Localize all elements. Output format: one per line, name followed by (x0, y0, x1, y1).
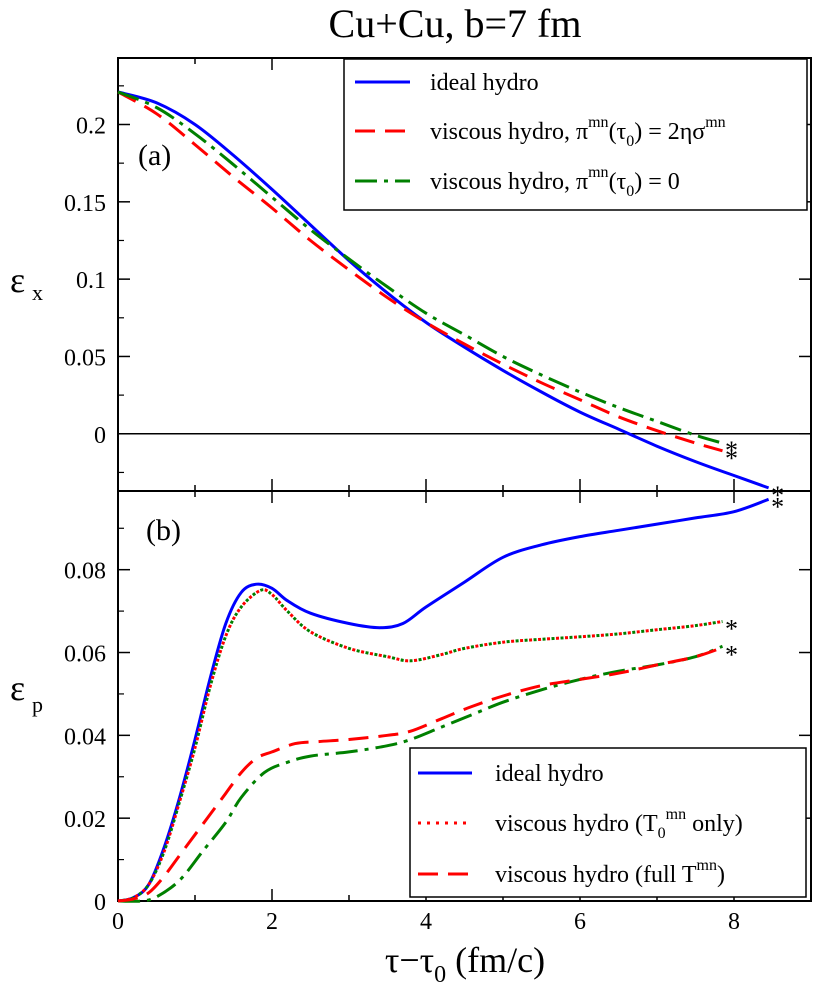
panel-b-ytick-label: 0.06 (64, 642, 106, 668)
panel-a-end-marker: * (771, 481, 784, 510)
legend-a-green-sub: 0 (626, 183, 634, 200)
panel-b-label: (b) (146, 514, 181, 547)
panel-b-end-marker: * (725, 641, 738, 670)
legend-b-ideal-label: ideal hydro (495, 761, 604, 787)
panel-a-series-2 (117, 90, 723, 445)
panel-b-series-0 (117, 497, 770, 903)
panel-a-ytick-label: 0.2 (76, 113, 106, 139)
panel-a-legend-box (343, 58, 808, 211)
panel-b-series-4 (117, 646, 724, 903)
panel-b-legend: ideal hydro viscous hydro (T0mn only) vi… (409, 747, 807, 898)
legend-a-green-pre: viscous hydro, π (430, 169, 588, 195)
legend-a-green-post: ) = 0 (634, 169, 680, 195)
x-tick-label: 0 (112, 909, 124, 935)
panel-a-ylabel-main: ε (10, 260, 25, 300)
legend-a-green-sup: mn (588, 164, 608, 181)
figure-title: Cu+Cu, b=7 fm (329, 1, 582, 46)
panel-b-ytick-label: 0.08 (64, 559, 106, 585)
panel-b-ylabel-main: ε (10, 668, 25, 708)
legend-b-dash-pre: viscous hydro (full T (495, 862, 697, 888)
legend-b-dot-label: viscous hydro (T0mn only) (495, 806, 743, 842)
panel-a-end-marker: * (725, 444, 738, 473)
legend-b-dot-post: only) (686, 811, 743, 837)
panel-a-ytick-label: 0.15 (64, 191, 106, 217)
panel-a-series-1 (117, 90, 723, 453)
panel-b-end-marker: * (771, 492, 784, 521)
legend-b-dot-sup: mn (666, 806, 686, 823)
panel-a-ytick-label: 0.05 (64, 345, 106, 371)
legend-b-dot-sub: 0 (658, 825, 666, 842)
panel-b-ytick-label: 0 (94, 890, 106, 916)
panel-a-ytick-label: 0 (94, 423, 106, 449)
legend-a-red-mid: (τ (609, 119, 627, 145)
panel-b-ylabel-sub: p (32, 692, 43, 717)
panel-b-legend-box (409, 747, 807, 898)
x-tick-label: 4 (420, 909, 432, 935)
panel-b-ylabel: ε p (10, 668, 43, 717)
legend-a-red-label: viscous hydro, πmn(τ0) = 2ησmn (430, 114, 726, 150)
legend-a-red-post: ) = 2ησ (634, 119, 705, 145)
panel-a-end-marker: * (725, 436, 738, 465)
x-axis-title-sub: 0 (434, 962, 446, 988)
panel-a-ytick-label: 0.1 (76, 268, 106, 294)
legend-b-dash-sup: mn (697, 857, 717, 874)
panel-b-series-3 (117, 644, 724, 903)
x-tick-label: 8 (728, 909, 740, 935)
legend-a-red-sub: 0 (626, 133, 634, 150)
legend-a-red-sup1: mn (588, 114, 608, 131)
x-axis-title-main: τ−τ (385, 940, 434, 980)
panel-a-ylabel-sub: x (32, 280, 43, 305)
panel-b-ytick-label: 0.02 (64, 807, 106, 833)
panel-a-label: (a) (138, 139, 171, 172)
legend-a-red-sup2: mn (705, 114, 725, 131)
panel-a: 00.050.10.150.2 (a) ε x *** ideal hydro … (10, 57, 812, 510)
panel-a-legend: ideal hydro viscous hydro, πmn(τ0) = 2ησ… (343, 58, 808, 211)
legend-b-dash-post: ) (717, 862, 725, 888)
panel-b: 00.020.040.060.08 (b) ε p *** ideal hydr… (10, 490, 812, 916)
panel-a-ylabel: ε x (10, 260, 43, 305)
legend-b-dash-label: viscous hydro (full Tmn) (495, 857, 725, 888)
x-tick-label: 6 (574, 909, 586, 935)
panel-b-series-2 (117, 588, 723, 903)
x-axis-title-tail: (fm/c) (446, 940, 545, 980)
legend-a-green-mid: (τ (609, 169, 627, 195)
legend-a-ideal-label: ideal hydro (430, 70, 539, 96)
panel-b-end-marker: * (725, 614, 738, 643)
legend-a-green-label: viscous hydro, πmn(τ0) = 0 (430, 164, 680, 200)
legend-b-dot-pre: viscous hydro (T (495, 811, 658, 837)
x-axis-title: τ−τ0 (fm/c) (385, 940, 545, 988)
legend-a-red-pre: viscous hydro, π (430, 119, 588, 145)
x-tick-label: 2 (266, 909, 278, 935)
panel-b-frame (117, 490, 812, 902)
panel-b-ytick-label: 0.04 (64, 724, 106, 750)
